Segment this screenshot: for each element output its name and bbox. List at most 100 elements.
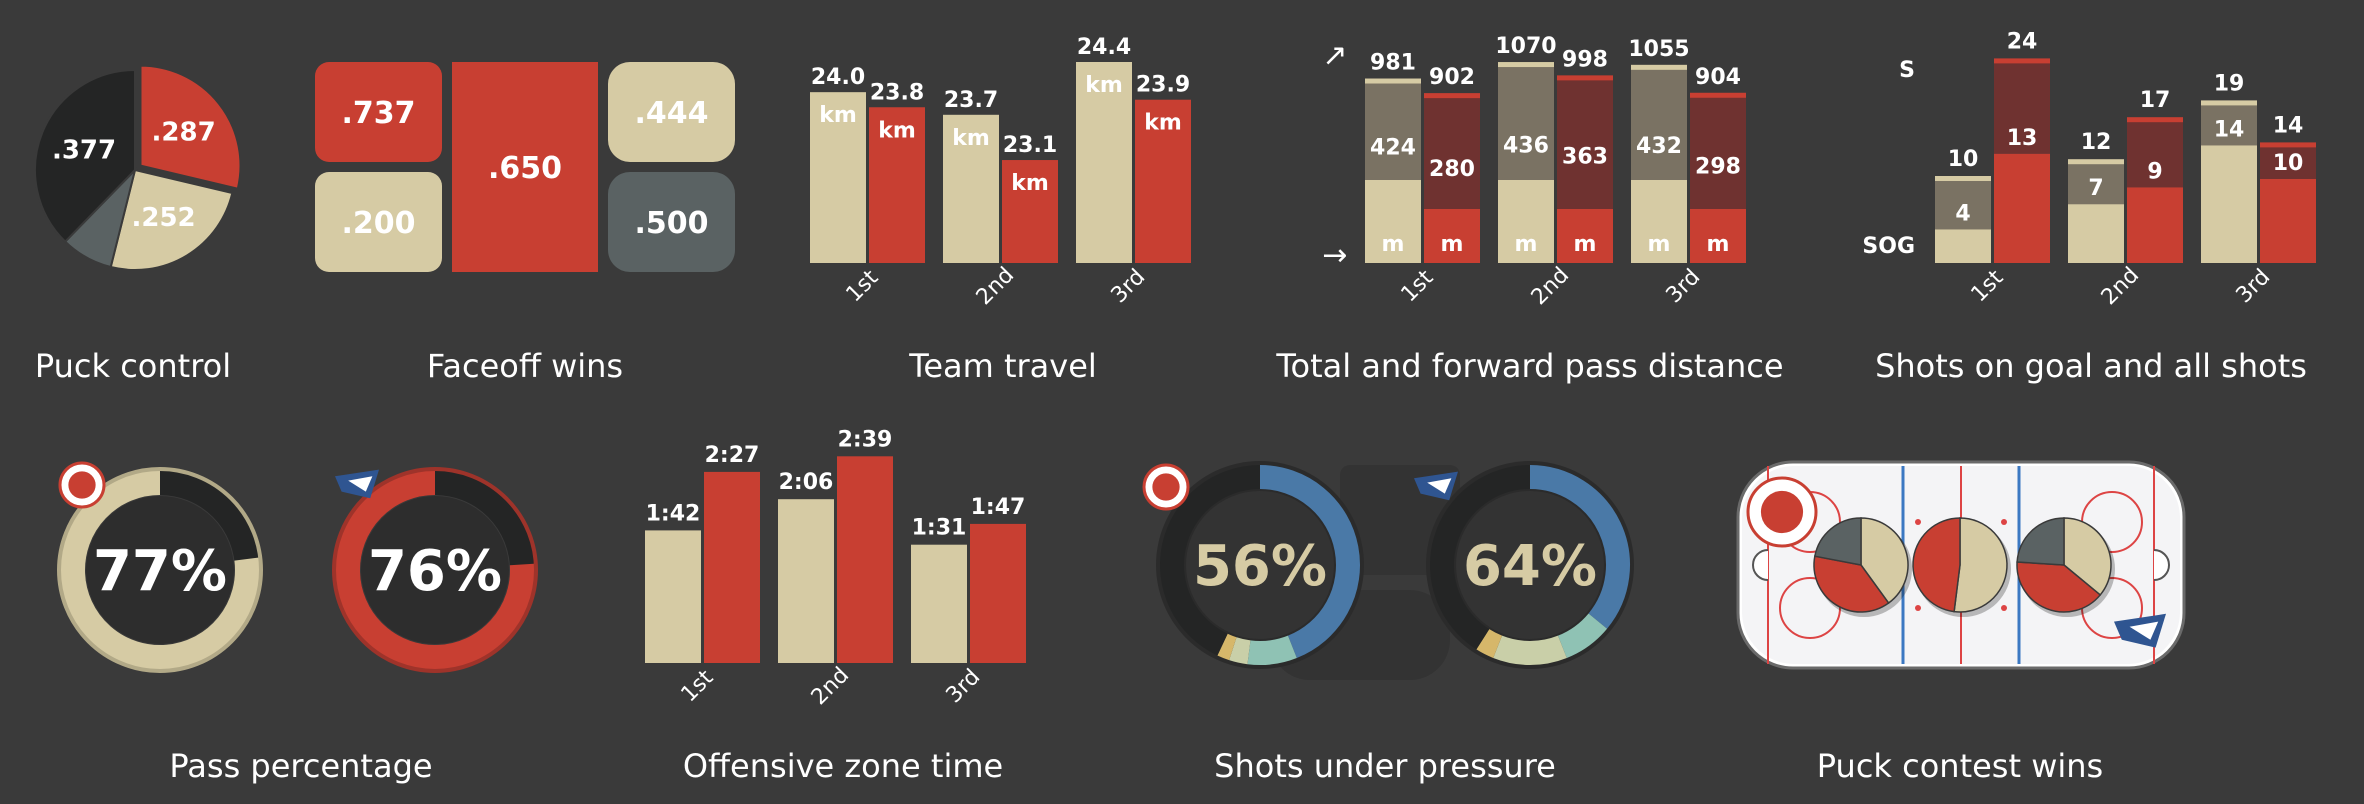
zone-pie-slice	[1813, 555, 1890, 613]
team-travel-chart: 24.0 km 23.8 km 1st 23.7 km 23.1 km 2nd 24.4 km 23.9…	[810, 20, 1205, 320]
bar-total-cap	[1557, 75, 1613, 81]
bar	[778, 499, 834, 663]
x-tick-label: 2nd	[807, 663, 854, 710]
bar-unit-label: m	[1441, 232, 1464, 257]
goal-net	[2153, 549, 2170, 581]
bar-forward-label: 424	[1370, 135, 1416, 160]
zone-pie-slice	[1953, 517, 2008, 613]
bar-unit-label: km	[952, 126, 990, 151]
bar-value-label: 23.8	[870, 80, 924, 105]
shots-bars: S SOG 10 4 24 13 1st 12 7 17 9 2nd 19 14 14 10 3rd	[1862, 29, 2316, 310]
bar-total-label: 981	[1370, 51, 1416, 76]
bar-total-cap	[1690, 92, 1746, 98]
x-tick-label: 1st	[1967, 265, 2009, 307]
ring-percent-label: 76%	[368, 539, 502, 604]
faceoff-cell-label: .650	[488, 151, 562, 186]
pie-slice-label: .377	[52, 135, 116, 165]
bar-forward	[1690, 209, 1746, 263]
bar-forward-label: 280	[1429, 157, 1475, 182]
zone-pie-slice	[2016, 517, 2065, 566]
bar-unit-label: km	[819, 103, 857, 128]
bar-unit-label: km	[878, 118, 916, 143]
ring-percent-label: 64%	[1463, 534, 1597, 599]
x-tick-label: 3rd	[1662, 265, 1706, 309]
bar-shots-label: 10	[1948, 147, 1979, 172]
bar-total-label: 904	[1695, 65, 1741, 90]
bar-shots	[2260, 145, 2316, 179]
bar-unit-label: m	[1648, 232, 1671, 257]
offensive-zone-chart: 1:42 2:27 1st 2:06 2:39 2nd 1:31 1:47 3rd	[645, 415, 1045, 725]
bar	[1002, 160, 1058, 263]
ring-value-arc	[334, 469, 536, 671]
pie-slice	[34, 68, 136, 244]
ring-outline	[57, 467, 263, 673]
title-offensive-zone-time: Offensive zone time	[682, 747, 1004, 785]
shots-under-pressure-chart: 56% 64%	[1140, 445, 1640, 705]
bar-shots	[1935, 179, 1991, 230]
pie-slice	[109, 168, 234, 271]
bar-shots	[2068, 162, 2124, 205]
puck-control-chart: .287 .252 .377	[30, 60, 242, 280]
bar	[704, 471, 760, 663]
bar-forward	[1365, 180, 1421, 263]
bar-value-label: 23.7	[944, 88, 998, 113]
bar	[1076, 62, 1132, 263]
x-tick-label: 2nd	[972, 263, 1019, 310]
puck-contest-chart	[1736, 460, 2186, 672]
title-puck-contest-wins: Puck contest wins	[1816, 747, 2104, 785]
bar-forward-label: 363	[1562, 145, 1608, 170]
puck-control-pie: .287 .252 .377	[34, 64, 242, 271]
title-shots-under-pressure: Shots under pressure	[1214, 747, 1556, 785]
bar-shots-cap	[2127, 117, 2183, 123]
title-team-travel: Team travel	[909, 347, 1097, 385]
ring-segment	[1476, 629, 1503, 658]
bar-forward	[1498, 180, 1554, 263]
bar-value-label: 24.4	[1077, 35, 1131, 60]
bar-sog	[1935, 229, 1991, 263]
bar-total-label: 1055	[1628, 37, 1689, 62]
wild-wings-logo-icon	[2114, 613, 2166, 648]
deg-logo-icon	[1746, 476, 1818, 548]
faceoff-cell	[452, 62, 598, 272]
pass-percentage-rings: 77% 76%	[57, 461, 538, 673]
pie-slice-label: .287	[152, 118, 216, 148]
title-puck-control: Puck control	[34, 347, 232, 385]
zone-pie-slice	[1860, 517, 1909, 605]
bar	[810, 92, 866, 264]
bar-time-label: 2:06	[779, 470, 834, 495]
bar-total-label: 998	[1562, 47, 1608, 72]
sog-row-label: SOG	[1862, 234, 1915, 259]
goal-net	[1752, 549, 1769, 581]
shots-row-label: S	[1899, 58, 1915, 83]
x-tick-label: 2nd	[2097, 263, 2144, 310]
bar-shots	[2201, 103, 2257, 146]
x-tick-label: 2nd	[1527, 263, 1574, 310]
ring-center	[361, 496, 509, 644]
bar-shots-label: 12	[2081, 130, 2112, 155]
faceoff-cell-label: .737	[341, 96, 415, 131]
pie-slice-label: .252	[132, 203, 196, 233]
ring-segment	[1259, 465, 1360, 658]
puck-contest-rink	[1736, 460, 2186, 670]
bar	[1135, 99, 1191, 263]
faceoff-wins-treemap: .737 .200 .650 .444 .500	[315, 62, 735, 272]
x-tick-label: 3rd	[1107, 265, 1151, 309]
bar-forward-label: 436	[1503, 134, 1549, 159]
bar-shots-cap	[2068, 159, 2124, 165]
ring-outline	[332, 467, 538, 673]
bar-sog	[2127, 187, 2183, 263]
zone-pie-slice	[1813, 517, 1862, 566]
faceoff-dot	[1915, 605, 1921, 611]
wild-wings-logo-icon	[1414, 471, 1458, 501]
bar-unit-label: km	[1085, 73, 1123, 98]
title-shots: Shots on goal and all shots	[1875, 347, 2307, 385]
pass-distance-chart: ↗ → 981 424 m 902 280 m 1st 1070 436 m 998 363 m 2nd 105…	[1305, 15, 1755, 320]
zone-pie-slice	[2016, 561, 2102, 613]
bar-total-cap	[1424, 93, 1480, 99]
bar-unit-label: km	[1144, 111, 1182, 136]
bar-shots-label: 14	[2273, 113, 2304, 138]
bar	[970, 523, 1026, 663]
x-tick-label: 3rd	[2232, 265, 2276, 309]
wings-logo-wing	[1427, 478, 1452, 494]
deg-logo-icon	[1142, 463, 1190, 511]
